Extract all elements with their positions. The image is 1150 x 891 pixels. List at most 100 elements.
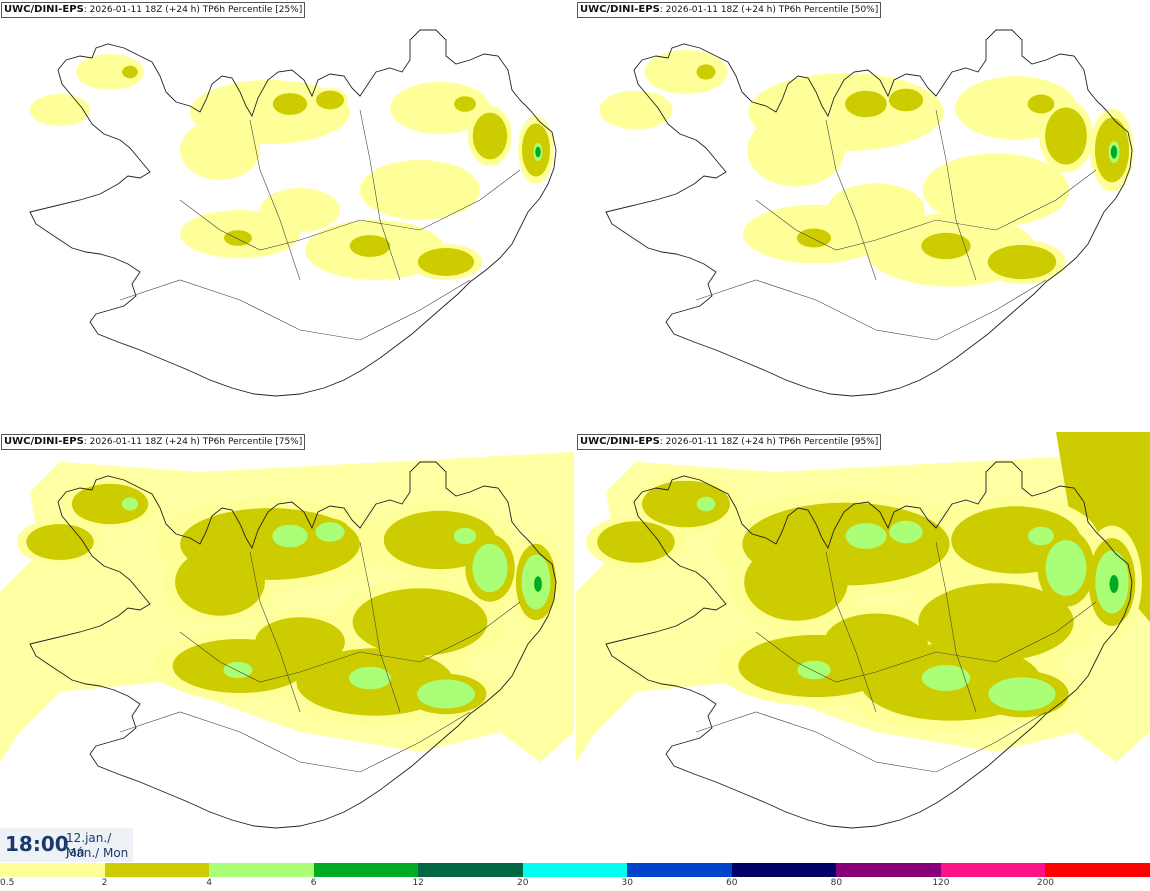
map-panel-p25: UWC/DINI-EPS: 2026-01-11 18Z (+24 h) TP6…	[0, 0, 574, 430]
precip-cell	[472, 112, 508, 160]
legend-tick-label: 2	[101, 878, 108, 888]
precip-cell	[922, 153, 1070, 227]
panel-subtitle: : 2026-01-11 18Z (+24 h) TP6h Percentile…	[659, 5, 879, 15]
road-line	[119, 279, 471, 341]
precip-cell	[352, 588, 488, 656]
precip-cell	[797, 660, 831, 680]
precip-cell	[796, 228, 832, 248]
valid-time: 18:00	[5, 832, 69, 856]
precip-cell	[349, 235, 391, 257]
precip-cell	[889, 520, 923, 544]
legend-swatch	[313, 863, 419, 877]
precip-cell	[349, 666, 391, 690]
road-line	[179, 601, 521, 683]
precip-cell	[744, 543, 848, 621]
road-line	[825, 119, 877, 281]
model-name: UWC/DINI-EPS	[580, 4, 660, 15]
road-line	[755, 601, 1097, 683]
panel-title: UWC/DINI-EPS: 2026-01-11 18Z (+24 h) TP6…	[1, 434, 306, 450]
road-line	[825, 551, 877, 713]
panel-title: UWC/DINI-EPS: 2026-01-11 18Z (+24 h) TP6…	[577, 434, 882, 450]
precip-cell	[599, 90, 673, 130]
precip-map	[0, 452, 574, 829]
precip-cell	[921, 232, 971, 260]
legend-tick-label: 60	[726, 878, 738, 888]
legend-tick-label: 12	[412, 878, 424, 888]
precip-cell	[921, 665, 971, 691]
precip-cell	[918, 583, 1074, 661]
legend-tick-label: 120	[932, 878, 950, 888]
road-line	[359, 109, 401, 281]
legend-tick-label: 80	[830, 878, 843, 888]
precip-cell	[1109, 575, 1119, 593]
panel-subtitle: : 2026-01-11 18Z (+24 h) TP6h Percentile…	[659, 437, 879, 447]
precip-cell	[180, 120, 260, 180]
precip-cell	[255, 617, 345, 667]
legend-swatch	[627, 863, 733, 877]
precip-cell	[26, 524, 94, 560]
road-line	[695, 279, 1047, 341]
precip-cell	[1028, 526, 1054, 546]
model-name: UWC/DINI-EPS	[4, 436, 84, 447]
model-name: UWC/DINI-EPS	[580, 436, 660, 447]
legend-tick-label: 6	[310, 878, 317, 888]
panel-title: UWC/DINI-EPS: 2026-01-11 18Z (+24 h) TP6…	[1, 2, 306, 18]
precip-cell	[1045, 107, 1087, 165]
precip-cell	[76, 54, 144, 90]
precip-cell	[122, 65, 138, 79]
legend-tick-label: 0.5	[0, 878, 15, 888]
legend-swatch	[836, 863, 942, 877]
legend-swatch	[418, 863, 524, 877]
precip-cell	[30, 94, 90, 126]
legend-tick-label: 30	[621, 878, 633, 888]
precip-cell	[223, 661, 253, 679]
road-line	[119, 711, 471, 773]
legend-swatch	[104, 863, 210, 877]
panel-title: UWC/DINI-EPS: 2026-01-11 18Z (+24 h) TP6…	[577, 2, 882, 18]
precip-map	[599, 29, 1134, 397]
road-line	[935, 109, 977, 281]
precip-cell	[272, 93, 308, 115]
road-line	[359, 541, 401, 713]
map-panel-p75: UWC/DINI-EPS: 2026-01-11 18Z (+24 h) TP6…	[0, 432, 574, 862]
map-panel-p50: UWC/DINI-EPS: 2026-01-11 18Z (+24 h) TP6…	[576, 0, 1150, 430]
legend-swatch	[1045, 863, 1150, 877]
legend-swatch	[522, 863, 628, 877]
coastline	[29, 29, 557, 397]
precip-cell	[454, 96, 476, 112]
color-legend	[0, 863, 1150, 877]
legend-swatch	[209, 863, 315, 877]
precip-cell	[315, 522, 345, 542]
precip-cell	[845, 90, 887, 118]
valid-time-box: 18:00 12.jan./ Jan Mán./ Mon	[0, 828, 133, 862]
precip-cell	[417, 248, 475, 276]
map-panel-p95: UWC/DINI-EPS: 2026-01-11 18Z (+24 h) TP6…	[576, 432, 1150, 862]
coastline	[29, 461, 557, 829]
panel-subtitle: : 2026-01-11 18Z (+24 h) TP6h Percentile…	[83, 5, 303, 15]
precip-cell	[71, 483, 149, 525]
precip-cell	[888, 88, 924, 112]
road-line	[755, 169, 1097, 251]
precip-cell	[827, 183, 925, 237]
road-line	[935, 541, 977, 713]
precip-cell	[1027, 94, 1055, 114]
coastline	[605, 461, 1133, 829]
legend-swatch	[940, 863, 1046, 877]
precip-cell	[696, 496, 716, 512]
precip-cell	[987, 244, 1057, 280]
precip-cell	[417, 679, 475, 709]
legend-swatch	[731, 863, 837, 877]
precip-cell	[224, 230, 252, 246]
precip-cell	[597, 521, 675, 563]
precip-cell	[316, 90, 344, 110]
legend-swatch	[0, 863, 105, 877]
road-line	[179, 169, 521, 251]
legend-tick-label: 4	[206, 878, 212, 888]
road-line	[695, 711, 1047, 773]
model-name: UWC/DINI-EPS	[4, 4, 84, 15]
precip-cell	[644, 50, 728, 94]
precip-cell	[1045, 540, 1087, 596]
precip-cell	[747, 113, 845, 187]
precip-cell	[272, 524, 308, 548]
coastline	[605, 29, 1133, 397]
